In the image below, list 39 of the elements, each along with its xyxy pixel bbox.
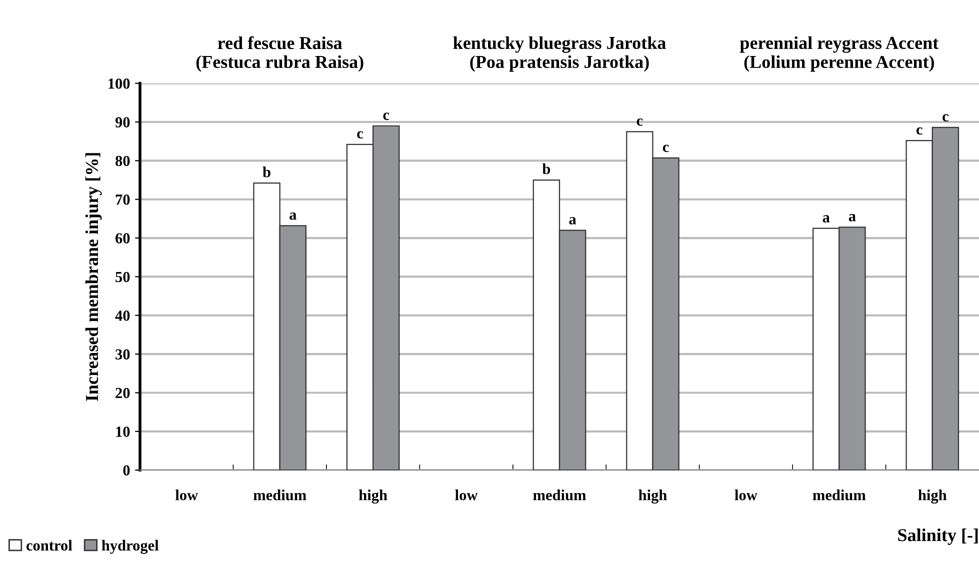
x-tick-label: medium xyxy=(812,490,866,500)
x-tick-label: high xyxy=(638,490,667,504)
data-label: c xyxy=(357,131,364,139)
y-tick-label: 90 xyxy=(115,117,130,128)
y-axis-title: Increased membrane injury [%] xyxy=(85,153,102,402)
y-tick-label: 20 xyxy=(116,388,130,398)
legend-label: control xyxy=(26,540,72,551)
y-tick-label: 0 xyxy=(123,465,130,476)
x-tick-label: medium xyxy=(533,490,586,500)
data-label: a xyxy=(822,215,830,222)
data-label: c xyxy=(942,114,948,122)
y-tick-label: 10 xyxy=(116,426,130,437)
x-tick-label: high xyxy=(918,490,947,504)
data-label: b xyxy=(542,163,550,174)
data-label: c xyxy=(916,127,922,135)
x-tick-label: low xyxy=(734,490,758,500)
x-tick-label: high xyxy=(358,490,388,504)
y-tick-label: 40 xyxy=(115,310,130,321)
x-tick-label: low xyxy=(175,490,198,500)
data-label: a xyxy=(848,214,856,222)
y-tick-label: 60 xyxy=(116,233,130,244)
data-label: a xyxy=(290,212,296,220)
y-tick-label: 80 xyxy=(116,156,130,166)
data-label: c xyxy=(662,144,669,152)
data-label: b xyxy=(262,166,270,178)
y-tick-label: 50 xyxy=(116,272,130,282)
text: red fescue Raisa (Festuca rubra Raisa) xyxy=(196,36,364,72)
data-label: a xyxy=(569,217,576,224)
x-tick-label: medium xyxy=(254,490,306,500)
data-label: c xyxy=(383,112,390,120)
text: perennial reygrass Accent (Lolium perenne Accent) xyxy=(740,36,939,72)
y-tick-label: 30 xyxy=(116,349,130,360)
legend-label: hydrogel xyxy=(102,540,159,554)
y-tick-label: 100 xyxy=(108,78,130,89)
y-tick-label: 70 xyxy=(116,194,130,205)
x-tick-label: low xyxy=(455,490,478,500)
x-axis-title: Salinity [-] xyxy=(898,528,978,545)
text: kentucky bluegrass Jarotka (Poa pratensis Jarotka) xyxy=(453,36,666,72)
data-label: c xyxy=(636,118,643,126)
